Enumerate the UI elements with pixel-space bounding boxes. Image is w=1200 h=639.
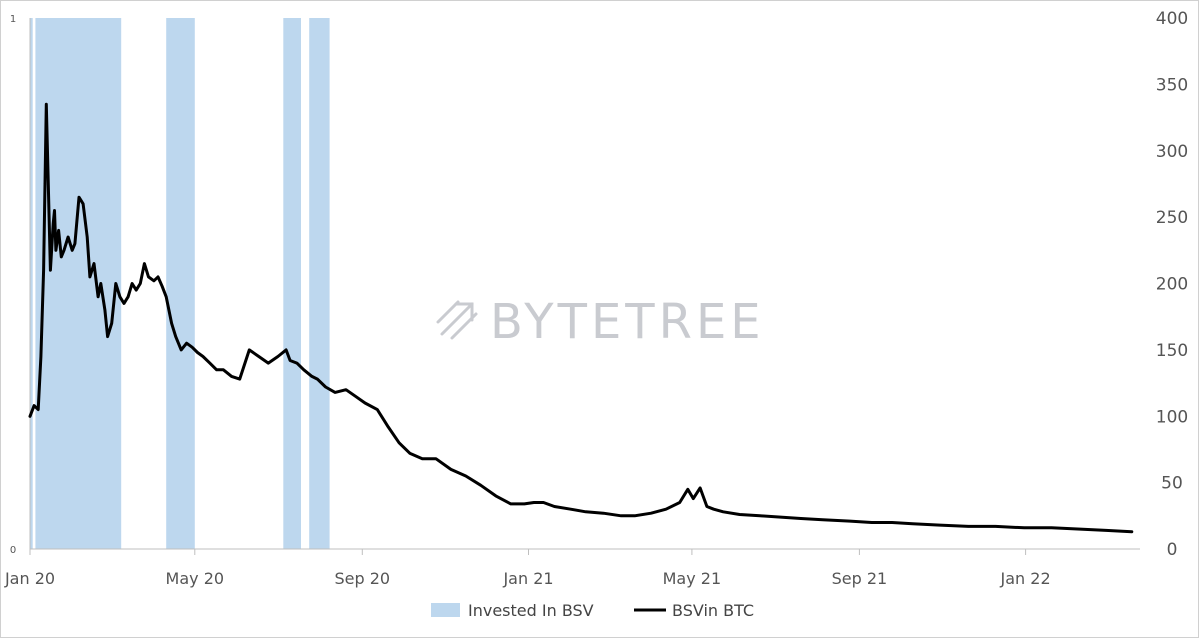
y-tick-label-right: 400 bbox=[1156, 9, 1188, 29]
invested-band bbox=[166, 18, 195, 549]
x-tick-label: Sep 21 bbox=[832, 569, 888, 588]
y-ticks-left: 01 bbox=[10, 14, 16, 556]
x-tick-label: Sep 20 bbox=[334, 569, 390, 588]
y-tick-label-right: 150 bbox=[1156, 341, 1188, 361]
legend-label-invested: Invested In BSV bbox=[468, 601, 594, 620]
legend-label-line: BSVin BTC bbox=[672, 601, 754, 620]
invested-band bbox=[283, 18, 301, 549]
series-line-bsv-in-btc bbox=[28, 102, 1134, 534]
legend-swatch-invested bbox=[431, 603, 460, 617]
y-tick-label-right: 350 bbox=[1156, 75, 1188, 95]
invested-band bbox=[30, 18, 33, 549]
x-tick-marks bbox=[29, 549, 1027, 555]
y-tick-label-right: 250 bbox=[1156, 208, 1188, 228]
watermark-text: BYTETREE bbox=[490, 294, 765, 350]
x-tick-label: Jan 22 bbox=[1000, 569, 1051, 588]
y-tick-label-right: 0 bbox=[1167, 540, 1178, 560]
x-tick-label: Jan 20 bbox=[4, 569, 55, 588]
legend: Invested In BSV BSVin BTC bbox=[431, 601, 754, 620]
y-tick-label-right: 100 bbox=[1156, 407, 1188, 427]
y-tick-label-right: 200 bbox=[1156, 275, 1188, 295]
x-tick-labels: Jan 20 May 20 Sep 20 Jan 21 May 21 Sep 21 Jan … bbox=[4, 569, 1051, 588]
x-tick-label: May 20 bbox=[166, 569, 225, 588]
y-ticks-right: 0 50 100 150 200 250 300 350 400 bbox=[1156, 9, 1188, 560]
invested-band bbox=[309, 18, 330, 549]
invested-bands bbox=[30, 18, 330, 549]
y-tick-label-right: 50 bbox=[1161, 474, 1183, 494]
y-tick-label-right: 300 bbox=[1156, 142, 1188, 162]
y-tick-label-left: 0 bbox=[10, 545, 16, 556]
y-tick-label-left: 1 bbox=[10, 14, 16, 25]
x-tick-label: May 21 bbox=[663, 569, 722, 588]
x-tick-label: Jan 21 bbox=[502, 569, 553, 588]
bytetree-logo-icon bbox=[436, 300, 478, 340]
bytetree-watermark: BYTETREE bbox=[436, 294, 765, 350]
invested-band bbox=[35, 18, 122, 549]
